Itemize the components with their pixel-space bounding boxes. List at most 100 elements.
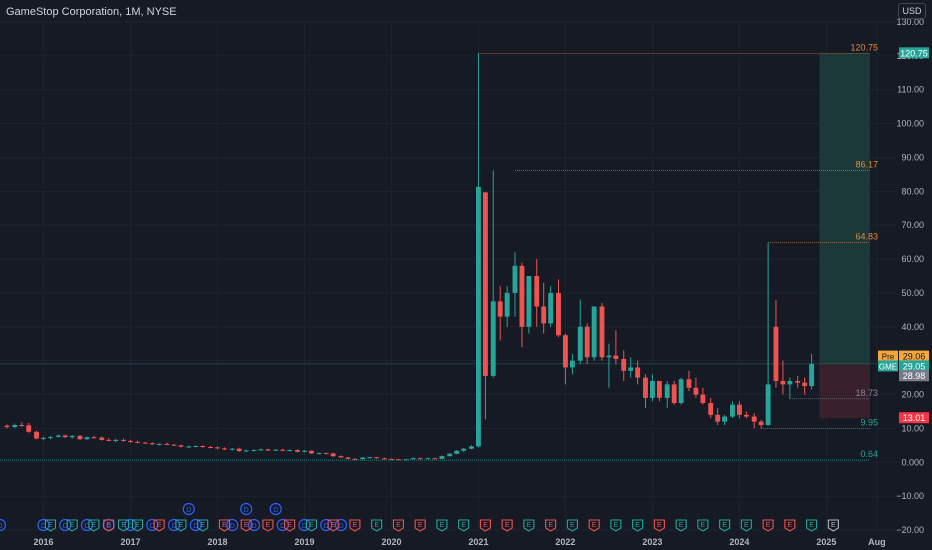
candle-body (425, 458, 431, 460)
earnings-marker (305, 519, 317, 532)
candle-body (389, 458, 394, 460)
candle-body (519, 265, 525, 327)
candle-body (4, 425, 10, 428)
price-tag-prefix: GME (879, 362, 897, 371)
earnings-marker-label: E (353, 522, 358, 529)
candle-body (577, 326, 583, 361)
earnings-marker (675, 519, 687, 532)
earnings-marker-label: E (809, 522, 814, 529)
dividend-marker-label: D (84, 523, 89, 530)
price-tag-bg (899, 412, 929, 424)
candle-body (417, 458, 423, 460)
candle-body (476, 186, 481, 447)
candle-body (323, 453, 329, 455)
candle-body (178, 445, 184, 447)
x-tick-label: 2020 (381, 537, 401, 547)
earnings-marker-label: E (70, 522, 75, 529)
candle-body (62, 435, 68, 438)
y-tick-label: 100.00 (896, 119, 924, 129)
candle-body (84, 437, 90, 440)
earnings-marker (827, 519, 839, 532)
earnings-marker-label: E (396, 522, 401, 529)
candle-body (802, 382, 808, 387)
candle-body (563, 335, 568, 368)
earnings-marker-label: E (722, 522, 727, 529)
y-tick-label: 70.00 (901, 220, 924, 230)
y-tick-label: 80.00 (901, 186, 924, 196)
x-tick-label: Aug (868, 537, 886, 547)
candle-body (461, 448, 467, 451)
dividend-marker (182, 502, 195, 516)
candle-body (265, 449, 271, 451)
earnings-marker (697, 519, 709, 532)
candle-body (591, 306, 597, 358)
dividend-marker (80, 518, 94, 532)
candle-body (295, 450, 300, 452)
candle-body (556, 292, 561, 336)
candle-body (743, 414, 749, 417)
candle-body (19, 425, 25, 427)
dividend-marker-label: D (128, 523, 133, 530)
earnings-marker (523, 519, 535, 532)
candle-body (273, 449, 279, 451)
candle-body (526, 276, 532, 327)
dividend-marker-label: D (150, 523, 155, 530)
dividend-marker (247, 518, 261, 532)
earnings-marker (784, 519, 796, 532)
candle-body (548, 292, 554, 324)
candle-body (643, 377, 648, 398)
candle-body (730, 404, 735, 417)
dividend-marker-label: D (186, 507, 191, 514)
dividend-marker-label: D (106, 523, 111, 530)
candle-body (164, 443, 170, 445)
earnings-marker (501, 519, 513, 532)
earnings-marker-label: E (592, 522, 597, 529)
candle-body (34, 431, 39, 439)
price-tag: 13.01 (903, 413, 926, 423)
candle-body (186, 446, 192, 448)
y-tick-label: −10.00 (896, 491, 924, 501)
candle-body (664, 384, 670, 398)
annotation-label: 18.73 (855, 388, 878, 398)
candle-body (330, 453, 336, 457)
candle-body (258, 449, 264, 451)
candle-body (700, 394, 706, 403)
earnings-marker (131, 519, 143, 532)
price-tag-prefix-bg (878, 360, 898, 372)
earnings-marker (458, 519, 470, 532)
dividend-marker (226, 518, 239, 532)
candle-body (200, 446, 206, 448)
candle-body (656, 380, 662, 398)
dividend-marker-label: D (324, 523, 329, 530)
candle-body (229, 448, 235, 450)
candle-body (490, 301, 496, 376)
candle-body (606, 355, 612, 358)
candle-body (280, 449, 286, 451)
candle-body (693, 387, 699, 395)
earnings-marker-label: E (222, 522, 227, 529)
annotation-label: 64.83 (855, 232, 878, 242)
x-tick-label: 2021 (468, 537, 488, 547)
candle-body (678, 379, 684, 403)
candle-body (432, 458, 438, 460)
currency-button[interactable]: USD (898, 3, 926, 19)
x-tick-label: 2022 (555, 537, 575, 547)
candle-body (208, 447, 213, 449)
candle-body (171, 444, 177, 446)
candle-body (128, 440, 133, 442)
annotation-label: 9.95 (860, 418, 878, 428)
x-tick-label: 2018 (207, 537, 227, 547)
price-tag: 29.05 (903, 361, 926, 371)
earnings-marker (762, 519, 774, 532)
candle-body (48, 436, 53, 438)
y-tick-label: 20.00 (901, 390, 924, 400)
candle-body (795, 380, 801, 383)
dividend-marker (167, 518, 181, 532)
earnings-marker-label: E (157, 522, 162, 529)
dividend-marker (320, 518, 333, 532)
earnings-marker (414, 519, 426, 532)
dividend-marker-label: D (251, 523, 256, 530)
earnings-marker-label: E (200, 522, 205, 529)
dividend-marker-label: D (63, 523, 68, 530)
